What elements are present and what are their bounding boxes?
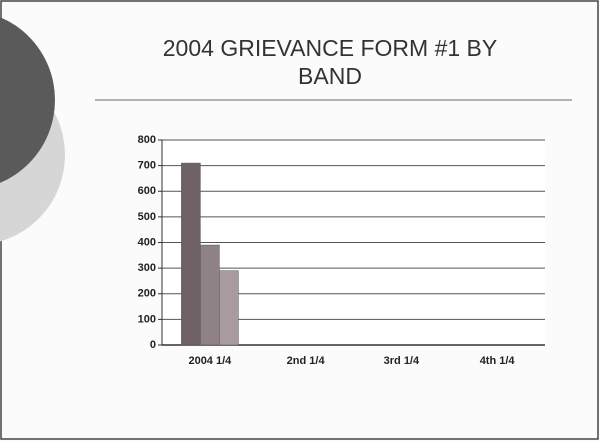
y-tick-label: 0 xyxy=(150,339,156,351)
x-tick-label: 3rd 1/4 xyxy=(384,355,420,367)
x-tick-label: 2004 1/4 xyxy=(188,355,232,367)
x-tick-label: 4th 1/4 xyxy=(480,355,516,367)
bar xyxy=(200,244,220,346)
chart-title: 2004 GRIEVANCE FORM #1 BY BAND xyxy=(162,35,498,89)
y-tick-label: 500 xyxy=(138,211,156,223)
y-tick-label: 600 xyxy=(138,185,156,197)
y-tick-label: 800 xyxy=(138,134,156,146)
y-tick-label: 700 xyxy=(138,160,156,172)
x-tick-label: 2nd 1/4 xyxy=(287,355,326,367)
y-tick-label: 200 xyxy=(138,288,156,300)
plot-area: 0 100 200 300 400 500 600 700 800 2004 1/4 2nd 1/4… xyxy=(138,134,545,367)
bar xyxy=(181,162,201,346)
bar xyxy=(219,270,239,346)
y-tick-label: 400 xyxy=(138,236,156,248)
decor-circle-dark xyxy=(0,17,55,183)
y-tick-label: 300 xyxy=(138,262,156,274)
y-tick-label: 100 xyxy=(138,313,156,325)
